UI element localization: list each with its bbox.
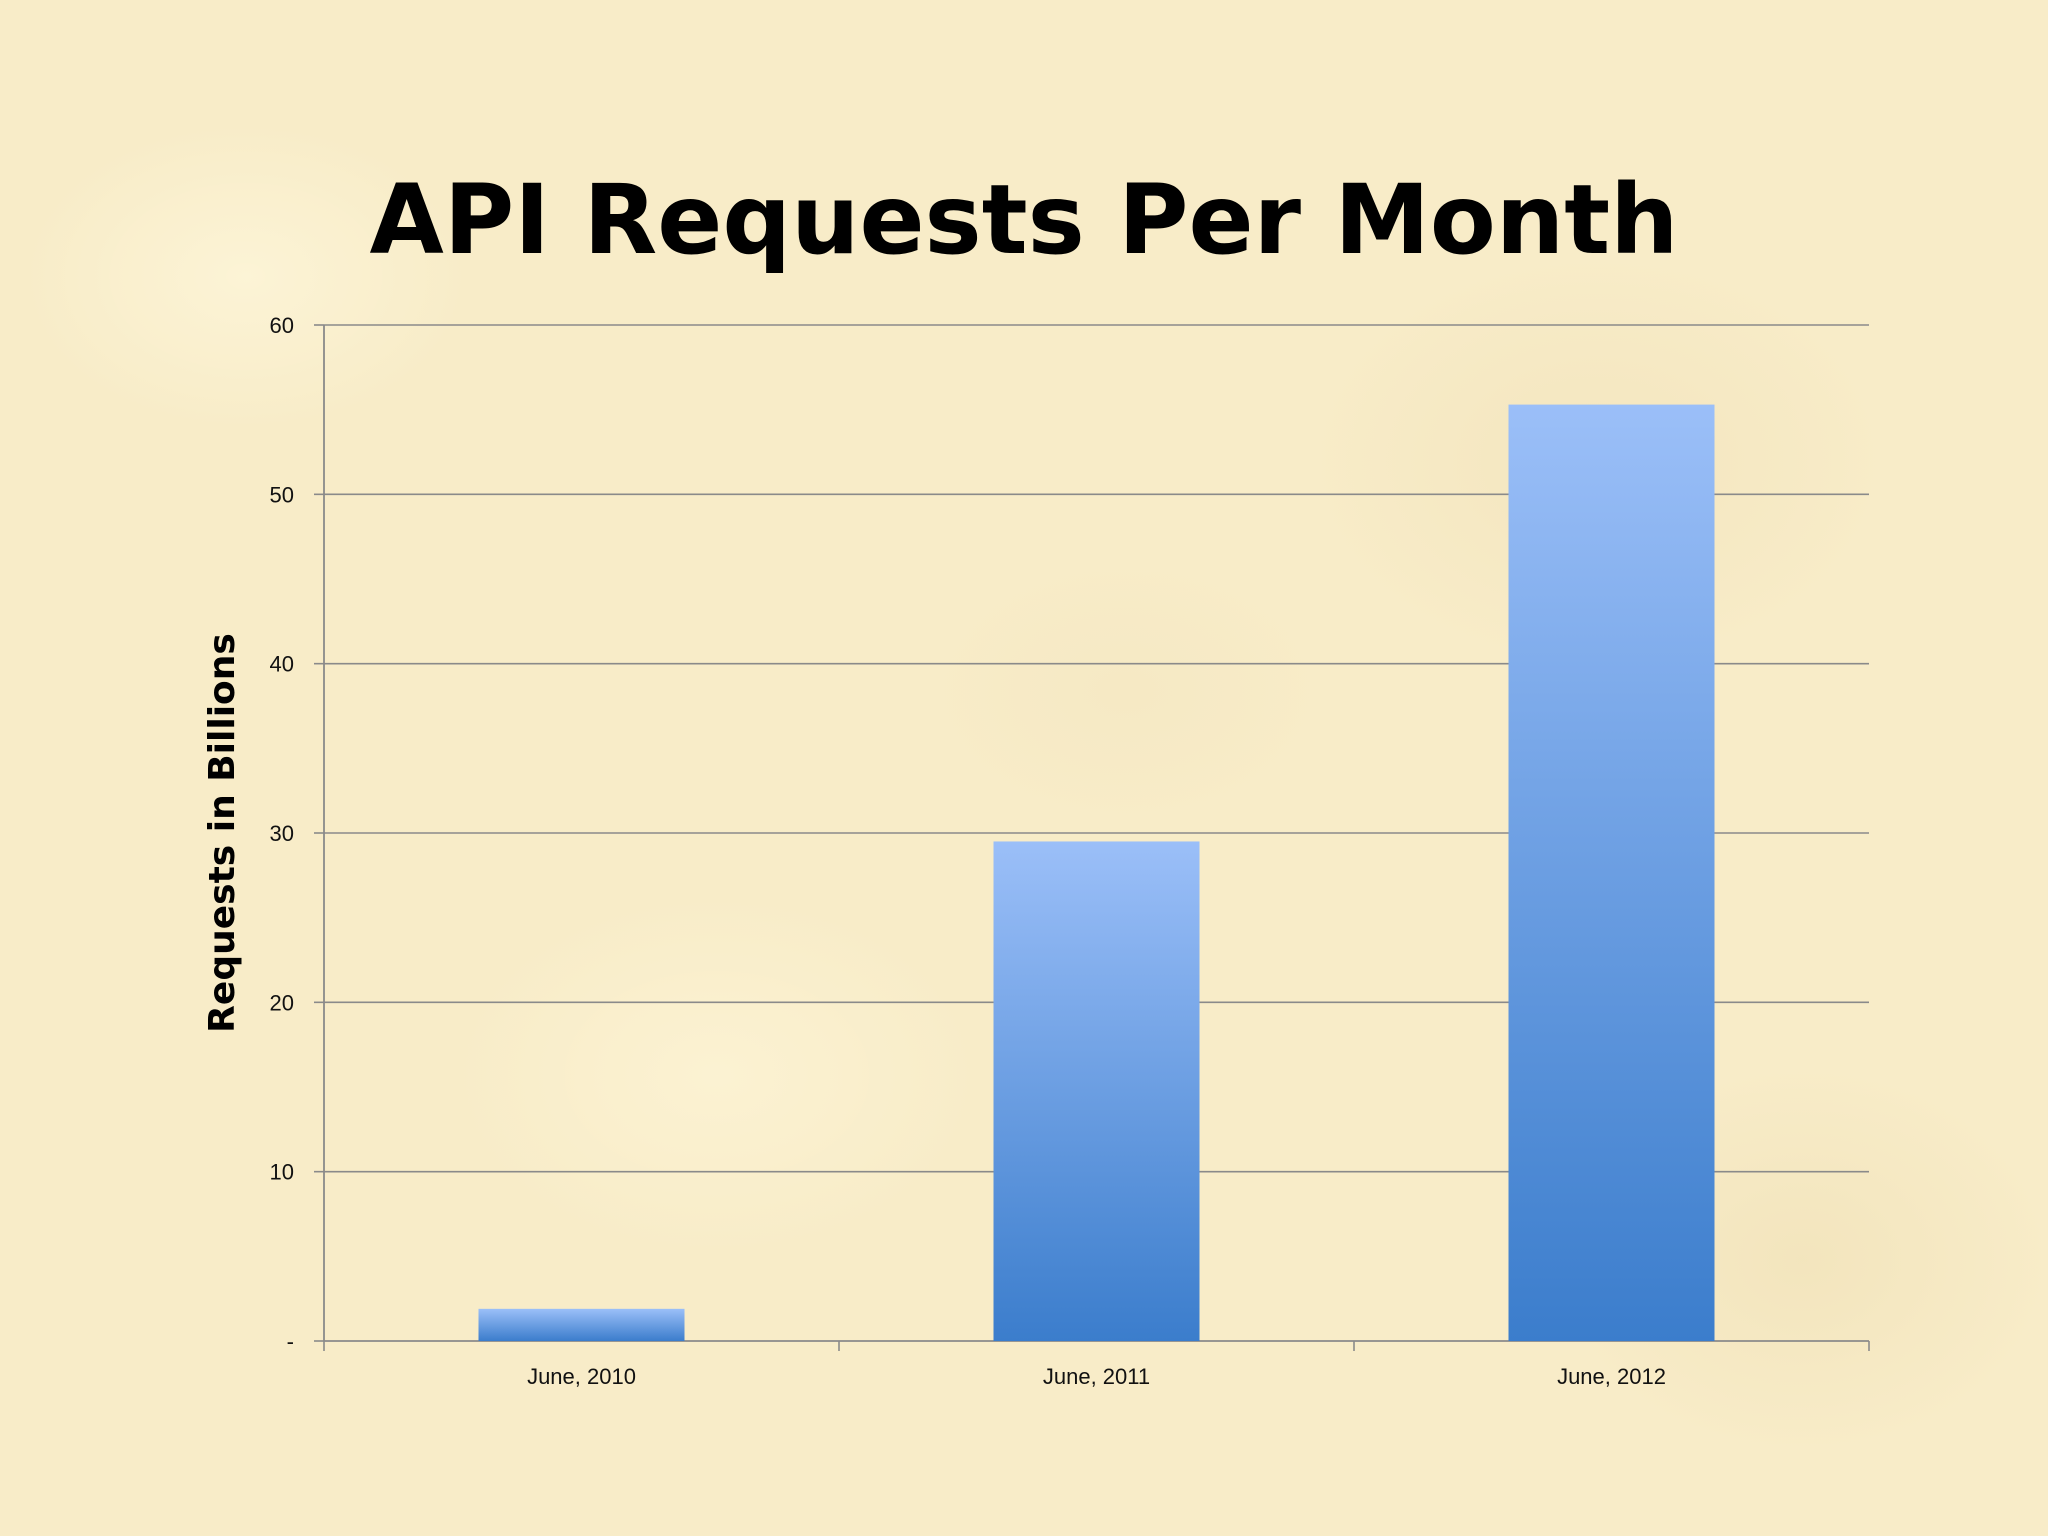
bar (993, 841, 1200, 1341)
bar (478, 1308, 685, 1341)
y-tick-label: 30 (270, 821, 294, 846)
y-tick-label: - (287, 1329, 294, 1354)
x-tick-label: June, 2012 (1557, 1364, 1666, 1389)
x-tick-label: June, 2010 (527, 1364, 636, 1389)
bars (478, 404, 1715, 1341)
bar (1508, 404, 1715, 1341)
y-tick-label: 10 (270, 1160, 294, 1185)
x-tick-label: June, 2011 (1043, 1364, 1150, 1389)
y-tick-label: 50 (270, 482, 294, 507)
y-tick-label: 60 (270, 313, 294, 338)
y-axis-label: Requests in Billions (202, 633, 243, 1033)
y-tick-label: 40 (270, 652, 294, 677)
chart-title: API Requests Per Month (369, 164, 1679, 276)
y-tick-label: 20 (270, 990, 294, 1015)
tick-labels: - 10 20 30 40 50 60 June, 2010 June, 2011 June, 2… (270, 313, 1666, 1389)
